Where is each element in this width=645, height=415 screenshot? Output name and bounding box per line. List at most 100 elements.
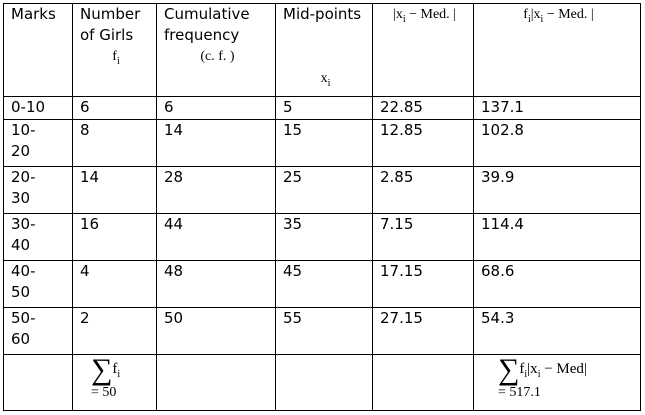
data-cell: 114.4 [473,213,641,261]
data-row: 0-10 6 6 5 22.85 137.1 [3,96,641,120]
math-expression: fi|xi − Med. | [481,5,636,30]
data-cell: 27.15 [372,307,474,355]
header-content: |xi − Med. | [380,5,469,96]
cell-value: 25 [283,168,303,186]
header-content: Mid-points xi [283,5,368,96]
cell-value: 27.15 [380,309,423,327]
data-cell: 16 [72,213,157,261]
data-row: 10-20 8 14 15 12.85 102.8 [3,119,641,167]
data-cell: 6 [156,96,276,120]
data-cell: 54.3 [473,307,641,355]
math-text: − Med| [540,361,587,377]
cell-value: 5 [283,98,293,116]
data-cell: 68.6 [473,260,641,308]
subscript: i [527,13,531,25]
data-cell: 30-40 [3,213,73,261]
cell-value: 2 [80,309,90,327]
data-cell: 14 [72,166,157,214]
data-row: 40-50 4 48 45 17.15 68.6 [3,260,641,308]
data-cell: 6 [72,96,157,120]
subscript: i [540,13,544,25]
header-content: Number of Girls fi [80,5,152,96]
header-cell: fi|xi − Med. | [473,3,641,97]
cell-value: 39.9 [481,168,515,186]
cell-value: 8 [80,121,90,139]
footer-cell [372,354,474,411]
header-cell: Marks [3,3,73,97]
cell-value: 14 [80,168,100,186]
math-text: |x [393,7,403,22]
header-label: Marks [11,5,56,23]
math-expression: fi|xi − Med| [519,361,587,380]
data-cell: 20-30 [3,166,73,214]
data-row: 20-30 14 28 25 2.85 39.9 [3,166,641,214]
math-expression: fi [80,46,152,72]
math-text: x [320,71,328,87]
header-row: Marks Number of Girls fi Cumulative frequen… [3,3,641,97]
cell-value: 45 [283,262,303,280]
data-cell: 15 [275,119,373,167]
math-expression: (c. f. ) [164,46,271,67]
header-cell: Cumulative frequency (c. f. ) [156,3,276,97]
header-cell: |xi − Med. | [372,3,474,97]
math-text: f [519,361,525,377]
subscript: i [327,78,331,89]
sum-expression: ∑fi [91,356,152,385]
subscript: i [524,369,528,380]
cell-value: 68.6 [481,262,515,280]
math-text: |x [530,7,541,22]
math-text: − Med. | [405,7,456,22]
data-cell: 40-50 [3,260,73,308]
footer-row: ∑fi = 50 ∑fi|xi − Med| = 517.1 [3,354,641,411]
table-body: Marks Number of Girls fi Cumulative frequen… [3,3,641,411]
data-cell: 17.15 [372,260,474,308]
data-cell: 45 [275,260,373,308]
cell-value: 7.15 [380,215,414,233]
data-cell: 0-10 [3,96,73,120]
data-cell: 2.85 [372,166,474,214]
subscript: i [537,369,541,380]
cell-value: 16 [80,215,100,233]
math-text: f [523,7,528,22]
cell-value: 54.3 [481,309,515,327]
header-content: Marks [11,5,68,96]
data-cell: 55 [275,307,373,355]
sigma: ∑ [91,354,113,386]
data-cell: 4 [72,260,157,308]
subscript: i [402,13,406,25]
cell-value: 2.85 [380,168,414,186]
cell-value: 22.85 [380,98,423,116]
data-cell: 10-20 [3,119,73,167]
sum-result: = 50 [91,385,117,400]
cell-value: 35 [283,215,303,233]
marks-label: 50-60 [11,309,36,348]
cell-value: 102.8 [481,121,524,139]
cell-value: 4 [80,262,90,280]
data-cell: 137.1 [473,96,641,120]
marks-label: 20-30 [11,168,36,207]
data-cell: 102.8 [473,119,641,167]
footer-cell: ∑fi = 50 [72,354,157,411]
data-cell: 50-60 [3,307,73,355]
data-cell: 44 [156,213,276,261]
data-cell: 14 [156,119,276,167]
data-row: 50-60 2 50 55 27.15 54.3 [3,307,641,355]
header-cell: Number of Girls fi [72,3,157,97]
math-expression: |xi − Med. | [380,5,469,30]
subscript: i [117,369,121,380]
marks-label: 30-40 [11,215,36,254]
math-text: |x [527,361,538,377]
cell-value: 48 [164,262,184,280]
cell-value: 50 [164,309,184,327]
cell-value: 137.1 [481,98,524,116]
data-cell: 39.9 [473,166,641,214]
math-expression: xi [283,68,368,94]
data-cell: 25 [275,166,373,214]
data-cell: 5 [275,96,373,120]
footer-cell [156,354,276,411]
cell-value: 6 [80,98,90,116]
header-label: Cumulative frequency [164,5,250,44]
sum-result: = 517.1 [498,385,541,400]
sum-expression: ∑fi|xi − Med| [498,356,636,385]
